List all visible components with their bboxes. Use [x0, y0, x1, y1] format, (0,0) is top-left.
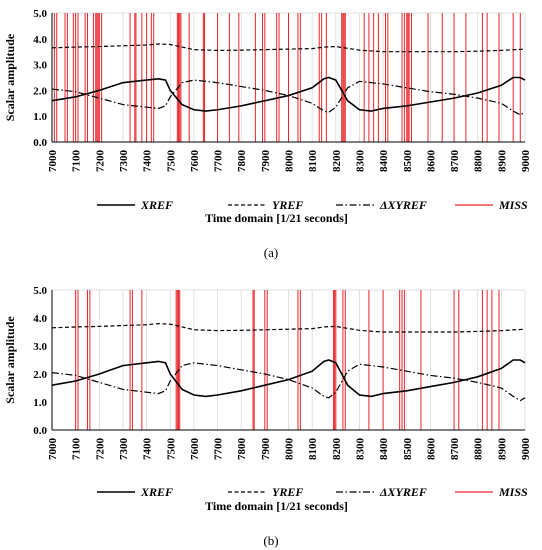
x-tick-label: 8800	[473, 150, 485, 173]
x-tick-label: 8000	[284, 150, 296, 173]
y-tick-label: 2.0	[33, 369, 47, 381]
x-tick-label: 7600	[189, 150, 201, 173]
x-tick-label: 7200	[94, 438, 106, 461]
x-tick-label: 8800	[473, 438, 485, 461]
x-tick-label: 7300	[118, 438, 130, 461]
x-tick-label: 7500	[165, 438, 177, 461]
legend-label: ΔXYREF	[379, 485, 427, 499]
x-tick-label: 8300	[354, 150, 366, 173]
y-axis-label: Scalar amplitude	[3, 33, 17, 121]
x-axis-label: Time domain [1/21 seconds]	[205, 211, 348, 225]
x-tick-label: 7000	[47, 150, 59, 173]
x-tick-label: 8600	[425, 438, 437, 461]
y-tick-label: 5.0	[33, 285, 47, 297]
series-line-xyref	[51, 362, 526, 402]
x-tick-label: 7300	[118, 150, 130, 173]
legend: XREF YREF ΔXYREF MISS	[97, 198, 528, 212]
x-tick-label: 7100	[71, 438, 83, 461]
x-tick-label: 7200	[94, 150, 106, 173]
x-tick-label: 8100	[307, 438, 319, 461]
y-tick-label: 4.0	[33, 34, 47, 46]
x-tick-label: 7800	[236, 150, 248, 173]
x-tick-label: 8200	[331, 438, 343, 461]
x-tick-label: 8500	[402, 438, 414, 461]
y-tick-label: 2.0	[33, 85, 47, 97]
x-tick-label: 8400	[378, 438, 390, 461]
y-tick-label: 0.0	[33, 137, 47, 149]
x-tick-label: 8900	[496, 437, 508, 460]
panel-label: (b)	[263, 533, 278, 548]
x-tick-label: 8400	[378, 150, 390, 173]
legend-label: XREF	[140, 485, 173, 499]
series-line-xref	[51, 76, 526, 112]
y-tick-label: 1.0	[33, 397, 47, 409]
legend-label: ΔXYREF	[379, 198, 427, 212]
series-line-yref	[51, 322, 526, 333]
y-tick-label: 0.0	[33, 425, 47, 437]
panel-label: (a)	[264, 245, 278, 260]
x-tick-label: 8700	[449, 438, 461, 461]
series-line-xref	[51, 359, 526, 398]
x-axis-label: Time domain [1/21 seconds]	[205, 499, 348, 513]
x-tick-label: 8900	[496, 149, 508, 172]
y-tick-label: 5.0	[33, 8, 47, 20]
chart-panel-b: 0.0 1.0 2.0 3.0 4.0 5.0 7000 7100 7200 7300 7400 75…	[3, 285, 532, 548]
x-tick-label: 7700	[213, 150, 225, 173]
x-tick-label: 8100	[307, 150, 319, 173]
x-tick-label: 8000	[284, 438, 296, 461]
legend-label: XREF	[140, 198, 173, 212]
x-tick-label: 7600	[189, 438, 201, 461]
legend: XREF YREF ΔXYREF MISS	[97, 485, 528, 499]
legend-label: YREF	[272, 485, 303, 499]
y-tick-label: 3.0	[33, 60, 47, 72]
x-tick-label: 8500	[402, 150, 414, 173]
x-tick-label: 9000	[520, 438, 532, 461]
x-tick-label: 7900	[260, 438, 272, 461]
y-tick-label: 3.0	[33, 341, 47, 353]
x-tick-label: 8600	[425, 150, 437, 173]
chart-panel-a: 0.0 1.0 2.0 3.0 4.0 5.0 7000 7100 7200 7300 7400 75…	[3, 8, 532, 260]
x-tick-label: 7400	[142, 150, 154, 173]
x-tick-label: 8300	[354, 438, 366, 461]
x-tick-label: 7500	[165, 150, 177, 173]
y-tick-label: 4.0	[33, 313, 47, 325]
y-axis-label: Scalar amplitude	[3, 316, 17, 404]
x-tick-label: 7100	[71, 150, 83, 173]
x-tick-label: 7400	[142, 438, 154, 461]
y-tick-label: 1.0	[33, 111, 47, 123]
legend-label: MISS	[498, 198, 528, 212]
x-tick-label: 7900	[260, 150, 272, 173]
x-tick-label: 9000	[520, 150, 532, 173]
x-tick-label: 7800	[236, 438, 248, 461]
legend-label: YREF	[272, 198, 303, 212]
series-line-xyref	[51, 79, 526, 116]
x-tick-label: 8200	[331, 150, 343, 173]
x-tick-label: 7000	[47, 438, 59, 461]
legend-label: MISS	[498, 485, 528, 499]
x-tick-label: 8700	[449, 150, 461, 173]
x-tick-label: 7700	[213, 438, 225, 461]
